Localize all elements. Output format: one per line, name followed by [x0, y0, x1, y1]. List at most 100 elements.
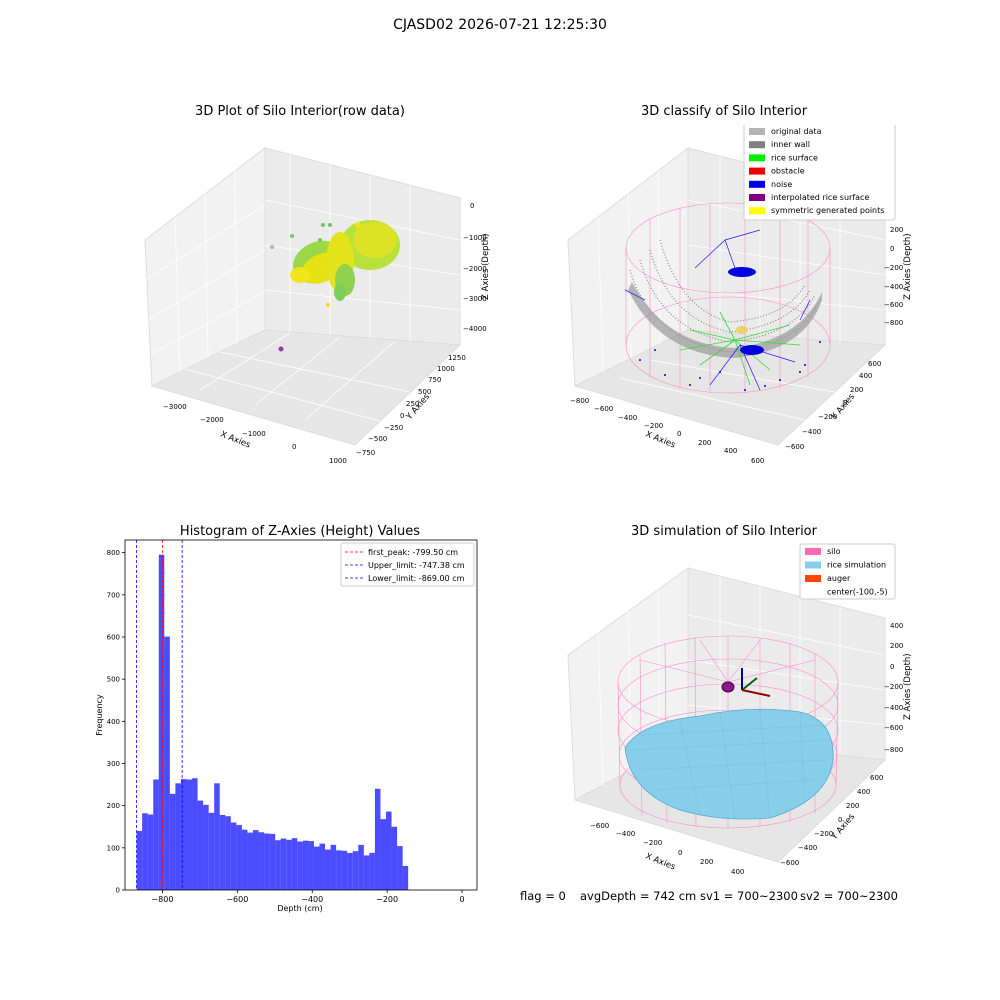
hist-bar	[286, 839, 292, 890]
p4-xtick: −600	[590, 822, 609, 830]
legend-swatch	[749, 207, 765, 215]
hist-bar	[175, 783, 181, 890]
legend-swatch	[749, 180, 765, 188]
hist-legend-label: Upper_limit: -747.38 cm	[368, 561, 465, 570]
panel1-title: 3D Plot of Silo Interior(row data)	[195, 104, 405, 119]
hist-bar	[203, 804, 209, 890]
p4-ztick: −400	[884, 704, 903, 712]
hist-bar	[302, 840, 309, 890]
p4-ztick: −800	[884, 746, 903, 754]
p4-ytick: −600	[780, 859, 799, 867]
hist-bar	[225, 816, 231, 890]
legend-swatch	[749, 154, 765, 162]
p4-ylabel: Y Axies	[829, 812, 857, 843]
hist-xtick-label: −800	[151, 895, 173, 904]
p2-xtick: −200	[644, 422, 663, 430]
panel1-3d-plot: −3000 −2000 −1000 0 1000 −750 −500 −250 …	[144, 146, 491, 465]
hist-bar	[352, 851, 359, 890]
p1-ytick: 250	[406, 400, 419, 408]
hist-ytick-label: 500	[107, 676, 120, 684]
legend-swatch	[805, 561, 821, 569]
hist-bar	[258, 832, 265, 890]
avg-depth-text: avgDepth = 742 cm	[580, 889, 697, 903]
legend-swatch	[749, 167, 765, 175]
hist-bar	[330, 844, 337, 890]
p4-ytick: 600	[870, 774, 883, 782]
hist-xtick-label: −600	[226, 895, 248, 904]
p4-ytick: 200	[846, 802, 859, 810]
histogram-chart: 0 100 200 300 400 500 600 700 800 −800 −600 −400 −2…	[95, 539, 478, 913]
p2-xtick: −800	[570, 397, 589, 405]
p4-ytick: −200	[814, 830, 833, 838]
hist-bar	[308, 841, 314, 890]
hist-bar	[136, 830, 143, 890]
p2-ytick: 0	[843, 399, 847, 407]
legend-label: center(-100,-5)	[827, 588, 888, 597]
p1-ztick: 0	[470, 202, 474, 210]
hist-bar	[158, 554, 165, 890]
p4-ytick: 0	[838, 816, 842, 824]
hist-bar	[325, 849, 331, 890]
hist-bar	[336, 850, 342, 890]
hist-bar	[236, 825, 242, 890]
hist-bar	[391, 826, 398, 890]
hist-bar	[142, 813, 148, 890]
p4-ytick: −400	[798, 844, 817, 852]
p2-ztick: −600	[884, 301, 903, 309]
legend-label: rice surface	[771, 153, 818, 162]
sv2-text: sv2 = 700~2300	[800, 889, 898, 903]
p4-xtick: 0	[678, 849, 682, 857]
hist-bar	[241, 829, 248, 890]
p4-xtick: 400	[731, 868, 744, 876]
hist-bar	[297, 841, 303, 890]
hist-frame	[124, 539, 478, 891]
p2-xtick: 0	[677, 430, 681, 438]
hist-ytick-label: 700	[107, 591, 120, 599]
hist-bar	[208, 812, 215, 890]
p2-ytick: 200	[850, 386, 863, 394]
p1-ytick: −500	[368, 435, 387, 443]
p4-xtick: −200	[643, 839, 662, 847]
legend-swatch	[749, 141, 765, 149]
hist-bar	[347, 852, 353, 890]
hist-legend-label: Lower_limit: -869.00 cm	[368, 574, 465, 583]
p4-ztick: −200	[884, 683, 903, 691]
p1-ztick: −3000	[463, 295, 487, 303]
flag-text: flag = 0	[520, 889, 566, 903]
p4-xtick: 200	[700, 858, 713, 866]
p2-ztick: −800	[884, 319, 903, 327]
p2-ztick: 0	[890, 245, 894, 253]
p1-ytick: 0	[400, 412, 404, 420]
p2-zlabel: Z Axies (Depth)	[903, 233, 913, 300]
hist-bar	[402, 865, 409, 890]
panel4-title: 3D simulation of Silo Interior	[631, 524, 817, 539]
hist-xlabel: Depth (cm)	[277, 904, 322, 913]
hist-bar	[230, 822, 237, 890]
p1-zlabel: Z Axies (Depth)	[481, 233, 491, 300]
p1-ytick: −250	[384, 424, 403, 432]
hist-bar	[147, 814, 154, 890]
hist-bar	[275, 840, 281, 890]
p2-ztick: 200	[890, 226, 903, 234]
p1-ytick: 1250	[448, 354, 466, 362]
legend-swatch	[749, 194, 765, 201]
p2-xtick: −600	[594, 405, 613, 413]
hist-bar	[291, 838, 298, 890]
hist-title: Histogram of Z-Axies (Height) Values	[179, 524, 421, 539]
hist-ytick-label: 400	[107, 718, 120, 726]
p1-xtick: 1000	[329, 457, 347, 465]
hist-bar	[397, 846, 403, 890]
hist-ylabel: Frequency	[95, 694, 104, 736]
legend-swatch	[805, 575, 821, 582]
p1-ytick: 750	[428, 376, 441, 384]
hist-legend	[340, 542, 475, 587]
hist-bar	[153, 779, 159, 890]
legend-label: original data	[771, 127, 822, 136]
hist-bar	[380, 819, 387, 890]
hist-ytick-label: 0	[116, 887, 120, 895]
hist-bar	[169, 793, 176, 890]
p4-xtick: −400	[616, 830, 635, 838]
panel4-3d-plot: −600 −400 −200 0 200 400 −600 −400 −200 …	[567, 543, 913, 876]
p1-ytick: −750	[356, 449, 375, 457]
p1-ztick: −4000	[463, 325, 487, 333]
